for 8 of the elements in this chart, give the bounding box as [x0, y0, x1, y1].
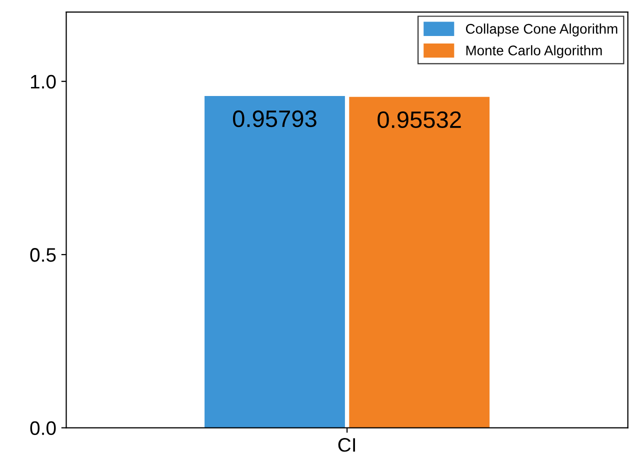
data-label: 0.95532 [378, 111, 461, 128]
x-tick-label: CI [338, 438, 355, 452]
y-tick-label: 0.0 [30, 421, 56, 436]
y-tick-label: 1.0 [30, 74, 56, 89]
data-label: 0.95793 [233, 110, 316, 128]
legend-label: Monte Carlo Algorithm [466, 45, 602, 58]
legend-label: Collapse Cone Algorithm [466, 24, 618, 36]
y-tick-label: 0.5 [30, 248, 56, 262]
